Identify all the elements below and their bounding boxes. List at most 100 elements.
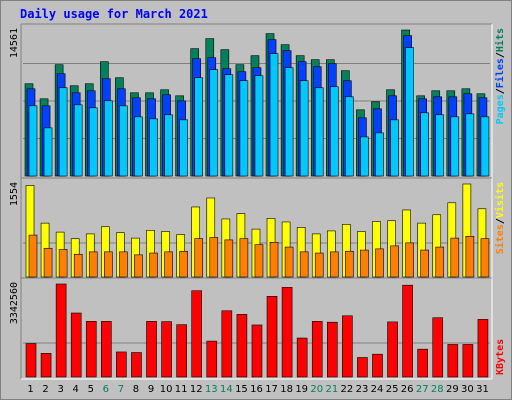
bar-kbytes-day-27 xyxy=(417,348,428,378)
bar-sites-day-2 xyxy=(43,247,53,278)
panel-1-bars xyxy=(24,29,490,177)
bar-kbytes-day-7 xyxy=(116,351,127,378)
x-label-day-24: 24 xyxy=(371,384,384,395)
x-label-day-17: 17 xyxy=(265,384,278,395)
bar-pages-day-31 xyxy=(480,116,490,177)
x-label-day-10: 10 xyxy=(160,384,173,395)
bar-sites-day-28 xyxy=(435,246,445,278)
bar-kbytes-day-18 xyxy=(281,287,293,378)
bar-kbytes-day-30 xyxy=(462,344,474,378)
bar-sites-day-4 xyxy=(73,253,83,278)
legend-separator: / xyxy=(495,218,506,224)
bar-kbytes-day-11 xyxy=(176,324,187,378)
bar-kbytes-day-2 xyxy=(40,353,52,378)
panel-3: 3342560 KBytes xyxy=(9,277,506,380)
x-label-day-23: 23 xyxy=(356,384,369,395)
bar-sites-day-12 xyxy=(194,238,204,278)
bar-pages-day-27 xyxy=(420,112,429,177)
bar-sites-day-24 xyxy=(375,248,384,278)
legend-sites: Sites xyxy=(494,224,506,254)
bar-sites-day-7 xyxy=(119,251,128,278)
x-axis-day-labels: 1 2 3 4 5 6 7 8 9 10 11 12 13 14 15 16 17 18 19 20 21 22 23 24 2… xyxy=(27,384,488,395)
x-label-day-7: 7 xyxy=(118,384,124,395)
bar-kbytes-day-10 xyxy=(161,321,172,378)
legend-files: Files xyxy=(494,58,506,88)
bar-kbytes-day-12 xyxy=(191,290,203,378)
bar-pages-day-21 xyxy=(329,86,339,177)
bar-sites-day-21 xyxy=(329,251,339,278)
bar-pages-day-26 xyxy=(405,47,414,177)
bar-pages-day-17 xyxy=(269,53,279,177)
panel-2: 1554 Sites/Visits xyxy=(9,177,506,280)
bar-kbytes-day-15 xyxy=(236,314,248,378)
x-label-day-13: 13 xyxy=(205,384,218,395)
bar-pages-day-14 xyxy=(224,74,234,177)
x-label-day-26: 26 xyxy=(401,384,414,395)
chart-panels: 14561Pages/Files/Hits1554Sites/Visits334… xyxy=(9,23,506,380)
bar-kbytes-day-1 xyxy=(25,343,37,378)
bar-pages-day-19 xyxy=(299,80,309,177)
bar-sites-day-18 xyxy=(284,246,294,278)
bar-pages-day-22 xyxy=(345,96,354,177)
bar-sites-day-15 xyxy=(239,238,249,278)
bar-kbytes-day-22 xyxy=(342,315,353,378)
bar-sites-day-19 xyxy=(299,251,309,278)
bar-sites-day-8 xyxy=(134,254,143,278)
bar-kbytes-day-26 xyxy=(402,284,413,378)
bar-pages-day-7 xyxy=(119,105,128,177)
x-label-day-9: 9 xyxy=(148,384,154,395)
x-label-day-30: 30 xyxy=(461,384,474,395)
x-label-day-16: 16 xyxy=(250,384,263,395)
bar-kbytes-day-20 xyxy=(311,321,323,378)
bar-pages-day-6 xyxy=(104,100,113,177)
bar-kbytes-day-17 xyxy=(266,296,278,378)
bar-pages-day-3 xyxy=(58,87,68,177)
x-label-day-27: 27 xyxy=(416,384,429,395)
bar-kbytes-day-31 xyxy=(477,319,489,378)
bar-sites-day-9 xyxy=(149,252,158,278)
bar-kbytes-day-14 xyxy=(221,310,233,378)
bar-kbytes-day-6 xyxy=(101,321,112,378)
bar-sites-day-17 xyxy=(269,241,279,278)
bar-pages-day-16 xyxy=(254,75,264,177)
bar-kbytes-day-29 xyxy=(447,344,459,378)
bar-sites-day-5 xyxy=(88,251,98,278)
x-label-day-8: 8 xyxy=(133,384,139,395)
bar-pages-day-1 xyxy=(28,105,38,177)
bar-kbytes-day-13 xyxy=(206,340,218,378)
bar-pages-day-4 xyxy=(73,104,83,177)
bar-pages-day-25 xyxy=(390,119,399,177)
bar-sites-day-1 xyxy=(28,234,38,278)
bar-pages-day-5 xyxy=(88,107,98,177)
bar-pages-day-10 xyxy=(164,114,173,177)
x-label-day-31: 31 xyxy=(476,384,489,395)
legend-kbytes: KBytes xyxy=(495,339,506,375)
legend-separator: / xyxy=(495,88,506,94)
bar-sites-day-30 xyxy=(465,236,475,278)
x-label-day-5: 5 xyxy=(88,384,94,395)
x-label-day-18: 18 xyxy=(280,384,293,395)
bar-kbytes-day-19 xyxy=(296,337,308,378)
x-label-day-1: 1 xyxy=(27,384,33,395)
bar-kbytes-day-8 xyxy=(131,352,142,378)
bar-pages-day-12 xyxy=(194,77,204,177)
panel-2-bars xyxy=(25,183,490,278)
x-label-day-14: 14 xyxy=(220,384,233,395)
panel-1-ymax-label: 14561 xyxy=(9,28,20,58)
bar-sites-day-3 xyxy=(58,249,68,278)
x-label-day-3: 3 xyxy=(57,384,63,395)
x-label-day-29: 29 xyxy=(446,384,459,395)
x-label-day-25: 25 xyxy=(386,384,399,395)
x-label-day-12: 12 xyxy=(190,384,203,395)
bar-kbytes-day-4 xyxy=(70,312,82,378)
bar-pages-day-8 xyxy=(134,116,143,177)
x-label-day-21: 21 xyxy=(325,384,338,395)
bar-pages-day-30 xyxy=(465,113,475,177)
bar-kbytes-day-21 xyxy=(326,321,338,378)
bar-pages-day-9 xyxy=(149,118,158,177)
legend-pages: Pages xyxy=(495,94,506,124)
bar-kbytes-day-16 xyxy=(251,324,263,378)
legend-separator: / xyxy=(495,52,506,58)
